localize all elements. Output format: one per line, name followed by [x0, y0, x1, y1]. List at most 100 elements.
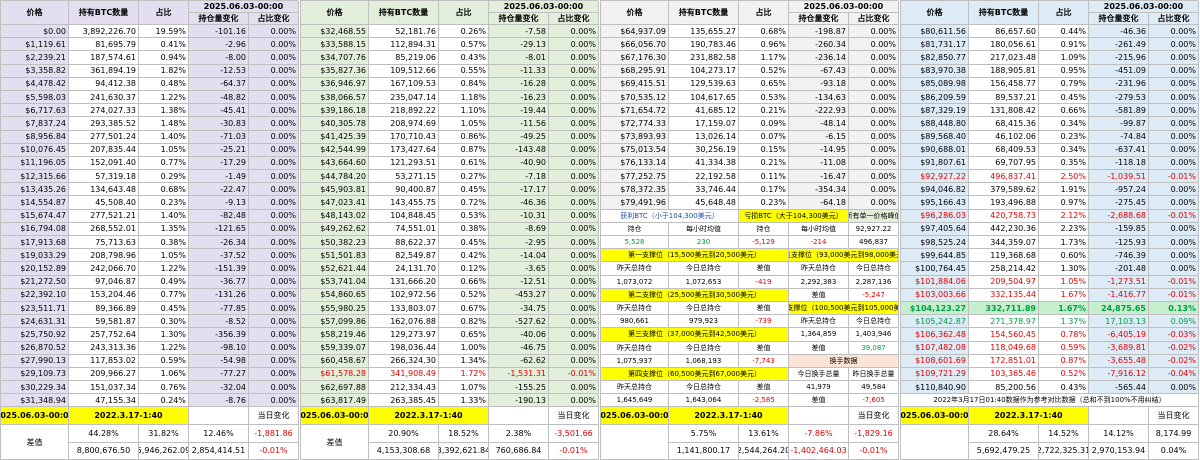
footer-label	[601, 425, 669, 460]
footer-value: 5.75%	[669, 425, 739, 443]
data-cell: 0.52%	[439, 288, 489, 302]
footer-value: 20.90%	[369, 425, 439, 443]
data-cell: -3,689.81	[1089, 341, 1149, 355]
data-cell: $32,468.55	[301, 25, 369, 39]
data-cell: 0.00%	[849, 38, 899, 52]
summary-cell: 差值	[789, 394, 849, 408]
data-cell: $105,242.87	[901, 315, 969, 329]
data-cell: 0.21%	[739, 104, 789, 118]
data-cell: -11.33	[489, 64, 549, 78]
summary-cell: 1,403,946	[849, 328, 899, 342]
data-cell: $110,840.90	[901, 381, 969, 395]
summary-cell: -5,247	[849, 288, 899, 302]
data-cell: 0.17%	[739, 183, 789, 197]
footer-value: 44.28%	[69, 425, 139, 443]
data-cell: 104,273.17	[669, 64, 739, 78]
data-cell: 1.67%	[1039, 301, 1089, 316]
data-cell: 94,412.38	[69, 77, 139, 91]
data-cell: 89,366.89	[69, 301, 139, 316]
data-cell: $81,731.17	[901, 38, 969, 52]
data-cell: $83,970.38	[901, 64, 969, 78]
data-cell: 0.00%	[1149, 262, 1199, 276]
data-cell: 0.52%	[1039, 367, 1089, 382]
data-cell: 0.00%	[549, 222, 599, 236]
data-cell: -565.44	[1089, 381, 1149, 395]
summary-cell: 今日总持仓	[669, 341, 739, 355]
footer-value: -1,402,464.03	[789, 442, 849, 460]
data-cell: 0.68%	[139, 183, 189, 197]
footer-label: 差值	[301, 425, 369, 460]
data-cell: 0.53%	[439, 209, 489, 223]
data-cell: 2.50%	[1039, 170, 1089, 184]
data-cell: -151.39	[189, 262, 249, 276]
summary-cell: 今日总持仓	[669, 301, 739, 316]
data-cell: $77,252.75	[601, 170, 669, 184]
data-cell: $63,817.49	[301, 394, 369, 408]
footer-header: 当日变化	[1149, 407, 1199, 426]
data-cell: 0.00%	[249, 77, 299, 91]
data-cell: 118,049.68	[969, 341, 1039, 355]
data-cell: $101,884.06	[901, 275, 969, 289]
data-cell: 218,892.22	[369, 104, 439, 118]
column-header: 价格	[1, 1, 69, 25]
data-cell: 1.30%	[139, 328, 189, 342]
data-cell: 0.34%	[1039, 117, 1089, 131]
data-cell: 0.44%	[1039, 25, 1089, 39]
data-cell: $82,850.77	[901, 51, 969, 65]
data-cell: $6,717.63	[1, 104, 69, 118]
summary-cell: 92,927.22	[849, 222, 899, 236]
data-cell: 0.45%	[439, 183, 489, 197]
data-cell: 1.30%	[1039, 262, 1089, 276]
data-cell: $41,425.39	[301, 130, 369, 144]
data-cell: $38,066.57	[301, 90, 369, 105]
table-block: 价格 持有BTC数量 占比 2025.06.03-00:00 持仓量变化 占比变化 $0.0…	[0, 0, 299, 460]
note: 2022年3月17日01:40数据作为参考对比数据（总和不到100%不用纠结）	[901, 394, 1199, 408]
data-cell: $88,448.80	[901, 117, 969, 131]
data-cell: $91,807.61	[901, 156, 969, 171]
summary-cell: -2,585	[739, 394, 789, 408]
summary-cell: 第一支撑位（15,500美元到20,500美元）	[601, 249, 789, 263]
data-cell: $92,927.22	[901, 170, 969, 184]
data-cell: 257,752.64	[69, 328, 139, 342]
data-cell: 0.00%	[249, 367, 299, 382]
data-cell: 0.00%	[249, 51, 299, 65]
data-cell: -46.36	[489, 196, 549, 210]
data-cell: 242,066.70	[69, 262, 139, 276]
data-cell: $87,329.19	[901, 104, 969, 118]
data-cell: 0.59%	[139, 354, 189, 368]
data-cell: 0.38%	[439, 222, 489, 236]
data-cell: -34.75	[489, 301, 549, 316]
footer-label	[901, 425, 969, 460]
data-cell: $78,372.35	[601, 183, 669, 197]
data-cell: 0.00%	[249, 209, 299, 223]
data-cell: $24,631.31	[1, 315, 69, 329]
data-cell: 0.00%	[549, 275, 599, 289]
data-cell: $64,937.09	[601, 25, 669, 39]
data-cell: 30,256.19	[669, 143, 739, 157]
summary-cell: 差值	[739, 262, 789, 276]
data-cell: -201.48	[1089, 262, 1149, 276]
data-cell: 268,552.01	[69, 222, 139, 236]
data-cell: $53,741.04	[301, 275, 369, 289]
data-cell: -356.39	[189, 328, 249, 342]
data-cell: 81,695.79	[69, 38, 139, 52]
footer-value: -3,501.66	[549, 425, 599, 443]
column-header: 持有BTC数量	[369, 1, 439, 25]
data-cell: 19.59%	[139, 25, 189, 39]
data-cell: 172,851.01	[969, 354, 1039, 368]
data-cell: -0.04%	[1149, 367, 1199, 382]
data-cell: 188,905.81	[969, 64, 1039, 78]
data-cell: $43,664.60	[301, 156, 369, 171]
column-header: 持仓量变化	[489, 13, 549, 25]
footer-header: 2022.3.17-1:40	[969, 407, 1089, 426]
data-cell: 0.00%	[849, 117, 899, 131]
data-cell: 117,853.02	[69, 354, 139, 368]
data-cell: 1.05%	[139, 249, 189, 263]
summary-cell: 49,584	[849, 381, 899, 395]
data-cell: 75,713.63	[69, 236, 139, 250]
data-cell: 235,047.14	[369, 90, 439, 105]
data-cell: 1.05%	[1039, 275, 1089, 289]
data-cell: 0.00%	[249, 249, 299, 263]
data-cell: -0.01%	[549, 367, 599, 382]
data-cell: 0.38%	[139, 236, 189, 250]
